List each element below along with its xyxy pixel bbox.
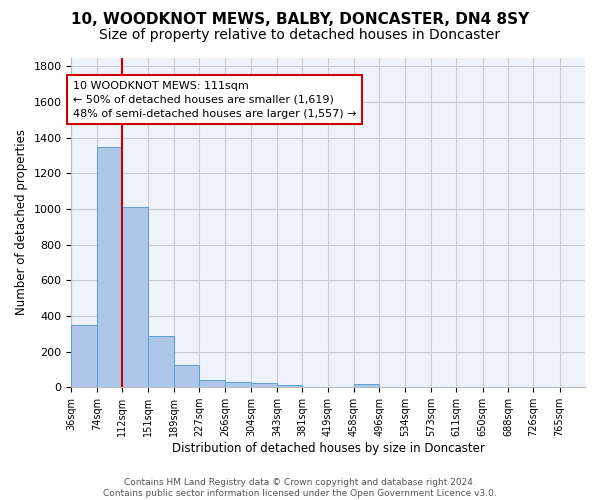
Bar — [97, 146, 122, 387]
Bar — [71, 325, 97, 387]
Text: Size of property relative to detached houses in Doncaster: Size of property relative to detached ho… — [100, 28, 500, 42]
Text: Contains HM Land Registry data © Crown copyright and database right 2024.
Contai: Contains HM Land Registry data © Crown c… — [103, 478, 497, 498]
X-axis label: Distribution of detached houses by size in Doncaster: Distribution of detached houses by size … — [172, 442, 485, 455]
Bar — [226, 382, 251, 387]
Bar — [251, 384, 277, 387]
Bar — [199, 380, 226, 387]
Bar — [354, 384, 379, 387]
Bar — [174, 365, 199, 387]
Bar — [122, 207, 148, 387]
Bar — [148, 336, 174, 387]
Text: 10, WOODKNOT MEWS, BALBY, DONCASTER, DN4 8SY: 10, WOODKNOT MEWS, BALBY, DONCASTER, DN4… — [71, 12, 529, 28]
Y-axis label: Number of detached properties: Number of detached properties — [15, 130, 28, 316]
Bar — [277, 384, 302, 387]
Text: 10 WOODKNOT MEWS: 111sqm
← 50% of detached houses are smaller (1,619)
48% of sem: 10 WOODKNOT MEWS: 111sqm ← 50% of detach… — [73, 80, 356, 118]
